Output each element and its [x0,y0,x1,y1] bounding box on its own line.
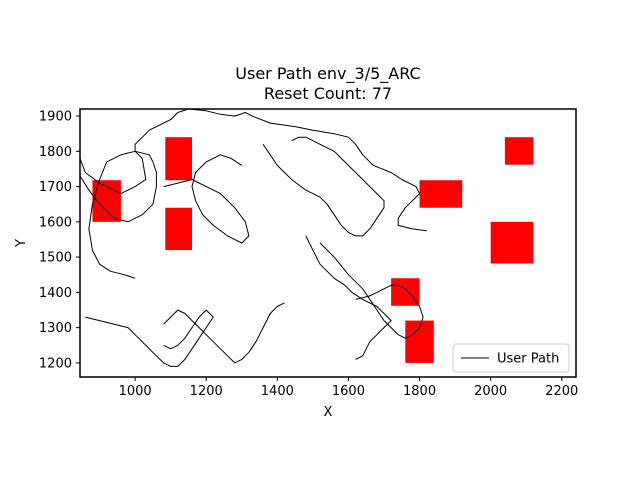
user-path-segment-1 [79,108,427,232]
x-tick-label-1000: 1000 [119,384,152,399]
x-tick-label-2000: 2000 [474,384,507,399]
y-tick-label-1600: 1600 [39,215,72,230]
user-path-segment-7 [85,309,214,367]
x-axis-ticks: 1000 1200 1400 1600 1800 2000 2200 [119,377,578,399]
user-path-segment-5 [319,242,424,339]
x-tick-label-1800: 1800 [403,384,436,399]
obstacle-3 [165,137,192,181]
y-tick-label-1200: 1200 [39,356,72,371]
y-tick-label-1400: 1400 [39,286,72,301]
chart-subtitle: Reset Count: 77 [264,84,392,103]
legend-label-user-path: User Path [497,352,559,367]
y-tick-label-1300: 1300 [39,321,72,336]
legend: User Path [452,343,570,373]
user-path-segment-3 [163,154,250,244]
user-path-segment-4 [262,136,385,237]
y-axis-label: Y [14,239,29,248]
user-path-segment-6 [305,235,392,360]
obstacle-5 [419,180,463,208]
user-path-segment-2 [79,150,157,279]
legend-box [452,343,570,373]
obstacle-7 [391,278,420,306]
plot-frame [79,108,577,378]
obstacles-layer [92,137,534,363]
obstacle-1 [504,137,534,165]
y-tick-label-1800: 1800 [39,145,72,160]
obstacle-6 [490,221,534,264]
x-axis-label: X [324,405,333,420]
chart-title: User Path env_3/5_ARC [235,64,420,84]
path-layer [79,108,427,367]
user-path-segment-8 [163,302,285,364]
y-tick-label-1900: 1900 [39,110,72,125]
y-tick-label-1700: 1700 [39,180,72,195]
x-tick-label-1600: 1600 [332,384,365,399]
x-tick-label-1400: 1400 [261,384,294,399]
x-tick-label-1200: 1200 [190,384,223,399]
y-axis-ticks: 1200 1300 1400 1500 1600 1700 1800 1900 [39,110,80,371]
obstacle-4 [165,207,192,251]
x-tick-label-2200: 2200 [545,384,578,399]
y-tick-label-1500: 1500 [39,251,72,266]
